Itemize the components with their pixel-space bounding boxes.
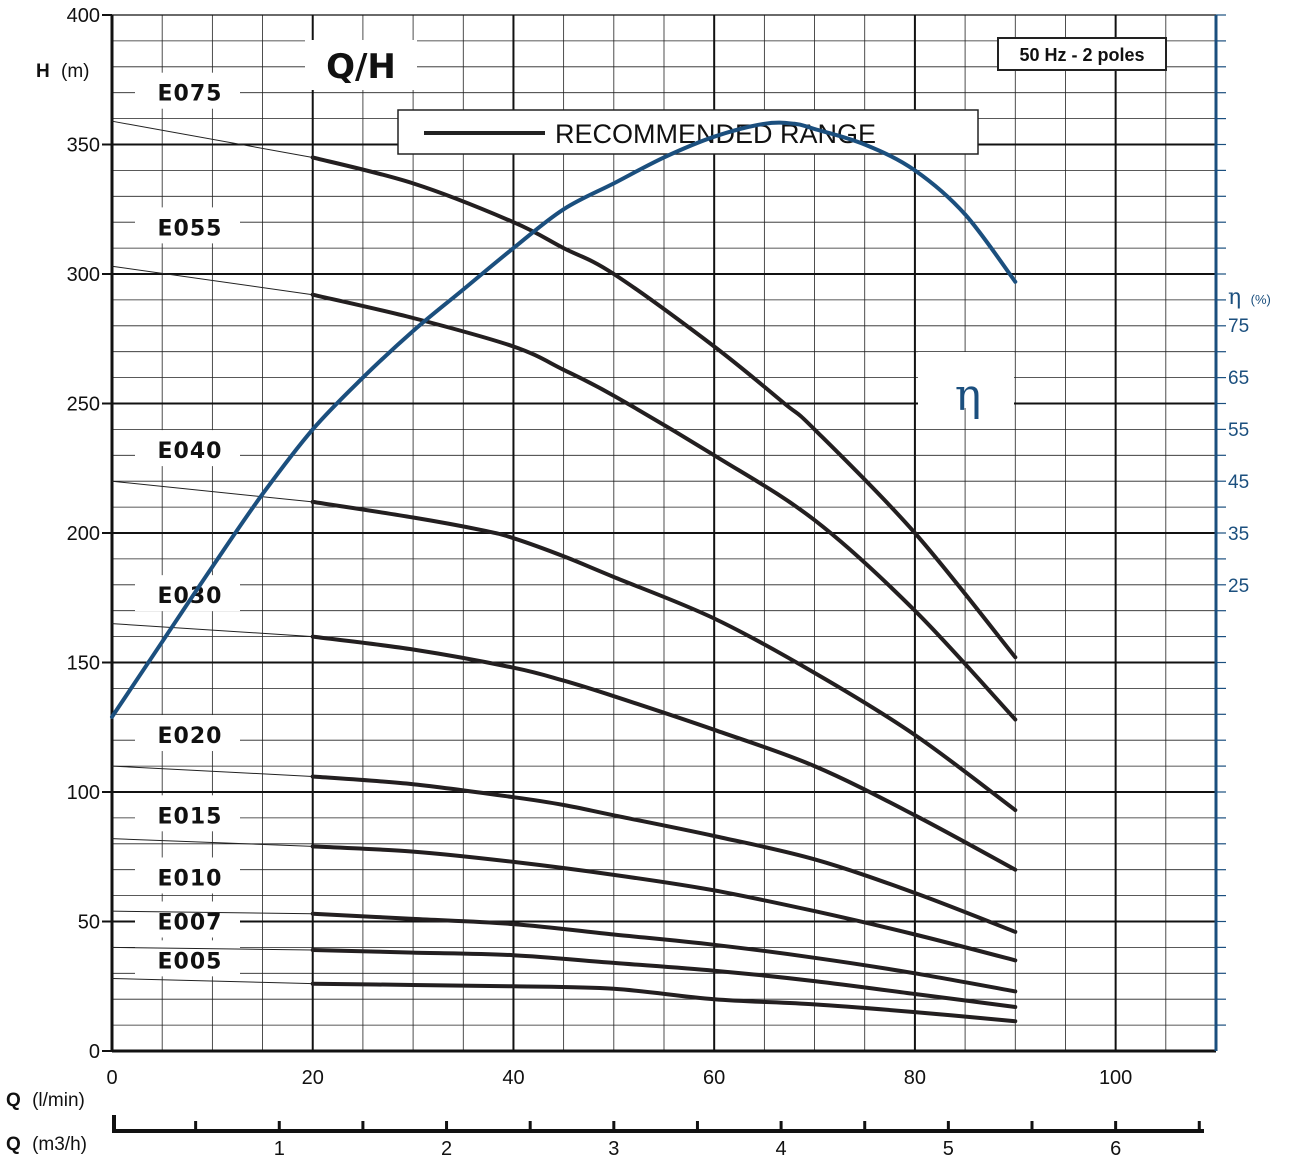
- eta-tick-label: 75: [1228, 316, 1249, 337]
- y-tick-label: 400: [67, 5, 100, 27]
- unrecommended-line-e030: [111, 623, 313, 638]
- curve-label-e007: E007: [158, 911, 223, 936]
- curve-label-box: [135, 940, 240, 977]
- curve-label-box: [135, 430, 240, 467]
- secondary-tick-label: 3: [608, 1138, 619, 1158]
- curve-labels: E075 E055 E040 E030 E020 E015 E010 E007 E005: [135, 72, 240, 977]
- eta-label-box: [918, 352, 1014, 408]
- curve-label-box: [135, 72, 240, 109]
- unrecommended-line-e075: [111, 120, 313, 158]
- curve-e030: [310, 634, 1018, 872]
- pump-curves: [310, 155, 1018, 1024]
- frequency-badge: [997, 37, 1167, 71]
- y-axis-unit: (m): [61, 61, 89, 82]
- y-tick-label: 100: [67, 782, 100, 804]
- unrecommended-lines: [111, 120, 313, 985]
- title-box: [305, 40, 417, 90]
- y-axis-title: H (m): [36, 61, 90, 82]
- x-tick-label: 0: [106, 1067, 117, 1089]
- x2-axis-title: Q (m3/h): [6, 1134, 87, 1155]
- eta-tick-label: 25: [1228, 576, 1249, 597]
- y-tick-label: 350: [67, 135, 100, 157]
- curve-e007: [310, 948, 1018, 1009]
- curve-label-e055: E055: [158, 216, 223, 241]
- x-axis-title: Q (l/min): [6, 1090, 85, 1111]
- curve-label-e040: E040: [158, 439, 223, 464]
- secondary-x-axis: 1 2 3 4 5 6: [112, 1115, 1204, 1158]
- curve-label-e015: E015: [158, 804, 223, 829]
- tick-labels: 0 50 100 150 200 250 300 350 400 0 20 40 60 80 100 75 65…: [67, 5, 1250, 1089]
- x-axis-symbol: Q: [6, 1090, 21, 1111]
- y-tick-label: 0: [89, 1041, 100, 1063]
- eta-curve: [110, 120, 1018, 719]
- legend-text: RECOMMENDED RANGE: [555, 119, 876, 149]
- unrecommended-line-e020: [111, 765, 313, 777]
- x-tick-label: 20: [302, 1067, 324, 1089]
- secondary-tick-label: 6: [1110, 1138, 1121, 1158]
- x2-axis-unit: (m3/h): [32, 1134, 87, 1155]
- unrecommended-line-e055: [111, 265, 313, 296]
- unrecommended-line-e040: [111, 480, 313, 503]
- secondary-tick-label: 2: [441, 1138, 452, 1158]
- curve-label-e030: E030: [158, 584, 223, 609]
- secondary-tick-label: 1: [274, 1138, 285, 1158]
- curve-e010: [310, 911, 1018, 994]
- eta-curve-label: η: [955, 370, 981, 421]
- secondary-tick-label: 5: [943, 1138, 954, 1158]
- frequency-badge-text: 50 Hz - 2 poles: [1019, 45, 1144, 65]
- curve-label-e075: E075: [158, 82, 223, 107]
- curve-label-box: [135, 795, 240, 832]
- x-tick-label: 100: [1099, 1067, 1132, 1089]
- eta-axis-title: η (%): [1228, 285, 1271, 310]
- unrecommended-line-e005: [111, 977, 313, 985]
- x-axis-unit: (l/min): [32, 1090, 85, 1111]
- chart-title: Q/H: [326, 47, 396, 87]
- eta-tick-label: 45: [1228, 472, 1249, 493]
- curve-e040: [310, 499, 1018, 813]
- x-tick-label: 40: [502, 1067, 524, 1089]
- eta-curve-group: [110, 120, 1018, 719]
- curve-e020: [310, 774, 1018, 934]
- eta-axis-symbol: η: [1228, 285, 1241, 310]
- curve-e005: [310, 981, 1018, 1024]
- axes: [102, 14, 1226, 1053]
- curve-label-e010: E010: [158, 866, 223, 891]
- curve-e075: [310, 155, 1018, 660]
- y-tick-label: 250: [67, 394, 100, 416]
- unrecommended-line-e015: [111, 838, 313, 847]
- y-tick-label: 50: [78, 912, 100, 934]
- curve-label-box: [135, 715, 240, 752]
- y-tick-label: 300: [67, 264, 100, 286]
- eta-tick-label: 55: [1228, 420, 1249, 441]
- unrecommended-line-e007: [111, 946, 313, 951]
- y-tick-label: 150: [67, 653, 100, 675]
- x-tick-label: 60: [703, 1067, 725, 1089]
- eta-tick-label: 35: [1228, 524, 1249, 545]
- x-tick-label: 80: [904, 1067, 926, 1089]
- curve-label-e020: E020: [158, 724, 223, 749]
- curve-label-box: [135, 901, 240, 938]
- y-axis-symbol: H: [36, 61, 50, 82]
- x2-axis-symbol: Q: [6, 1134, 21, 1155]
- curve-label-box: [135, 857, 240, 894]
- curve-e055: [310, 292, 1018, 722]
- curve-label-box: [135, 207, 240, 244]
- curve-label-e005: E005: [158, 949, 223, 974]
- y-tick-label: 200: [67, 523, 100, 545]
- unrecommended-line-e010: [111, 910, 313, 915]
- eta-axis-unit: (%): [1251, 292, 1271, 307]
- curve-e015: [310, 844, 1018, 963]
- secondary-tick-label: 4: [776, 1138, 787, 1158]
- eta-tick-label: 65: [1228, 368, 1249, 389]
